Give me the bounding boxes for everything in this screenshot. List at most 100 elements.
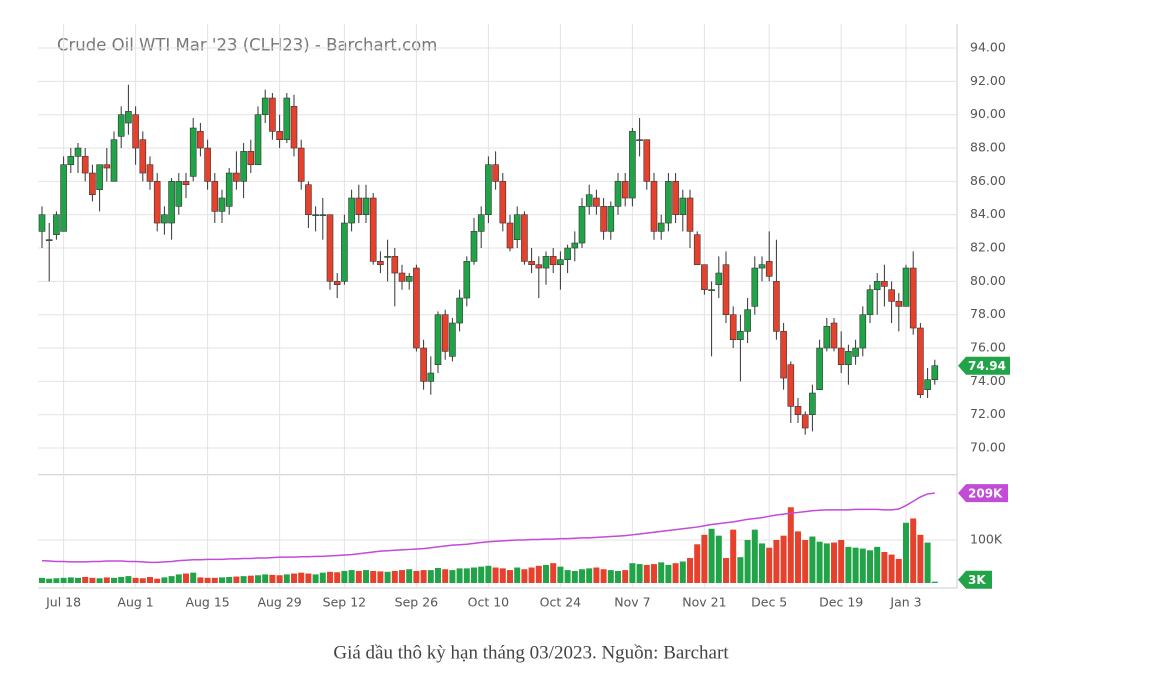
volume-bar (766, 547, 773, 583)
candle-body (585, 194, 593, 207)
volume-bar (795, 531, 801, 583)
volume-bar (463, 568, 470, 583)
x-tick-label: Aug 1 (117, 595, 153, 610)
candle-body (182, 181, 190, 186)
volume-bar (154, 578, 161, 583)
volume-bar (111, 577, 117, 583)
candle-body (247, 151, 255, 166)
volume-bar (579, 569, 585, 583)
volume-bar (701, 534, 708, 583)
candle-body (679, 197, 687, 216)
volume-bar (298, 572, 305, 583)
candle-body (917, 327, 924, 395)
volume-bar (370, 570, 377, 583)
candle-body (600, 206, 607, 232)
y-tick-label: 88.00 (970, 140, 1006, 155)
candle-body (146, 164, 154, 182)
last-volume-box (958, 570, 992, 589)
candle-body (549, 256, 557, 266)
candle-body (405, 276, 413, 282)
volume-bar (485, 565, 492, 583)
volume-bar (269, 574, 276, 583)
x-tick-label: Jul 18 (45, 595, 81, 610)
candle-body (427, 372, 435, 382)
candle-body (794, 406, 802, 416)
candle-body (434, 314, 442, 366)
volume-bar (348, 570, 355, 583)
candle-body (614, 181, 622, 207)
volume-bar (168, 576, 175, 583)
candle-body (341, 222, 348, 282)
candle-body (326, 214, 334, 282)
candle-body (362, 197, 370, 216)
volume-bar (190, 572, 197, 583)
candle-body (787, 364, 795, 407)
candle-body (420, 347, 427, 382)
candle-body (650, 181, 658, 232)
candle-body (391, 256, 399, 274)
x-tick-label: Dec 19 (819, 595, 863, 610)
candle-body (528, 261, 535, 266)
volume-bar (931, 581, 938, 583)
volume-bar (881, 552, 888, 583)
volume-bar (334, 572, 341, 583)
volume-bar (679, 561, 686, 583)
y-tick-label: 84.00 (970, 206, 1006, 221)
candle-body (931, 365, 939, 381)
volume-bar (715, 535, 722, 583)
volume-bar (593, 567, 600, 583)
candle-body (578, 206, 586, 244)
volume-bar (204, 577, 211, 583)
candle-body (153, 181, 161, 224)
candle-body (693, 234, 701, 265)
x-tick-label: Aug 15 (185, 595, 229, 610)
candle-body (89, 172, 96, 196)
volume-bar (96, 578, 103, 583)
candle-body (513, 214, 521, 240)
candle-body (38, 214, 46, 232)
volume-bar (773, 539, 780, 583)
volume-bar (823, 543, 830, 583)
volume-bar (53, 578, 60, 583)
last-volume-average-box (958, 484, 1008, 503)
candle-body (729, 314, 737, 341)
candle-body (564, 247, 571, 261)
y-tick-label: 74.00 (970, 373, 1006, 388)
candle-body (276, 131, 283, 141)
candle-body (449, 322, 456, 357)
volume-bar (255, 575, 261, 583)
candle-body (305, 184, 312, 215)
volume-bar (139, 578, 146, 583)
volume-bar (399, 570, 405, 583)
volume-bar (283, 574, 290, 583)
candle-body (384, 256, 391, 258)
candle-body (197, 131, 204, 149)
candle-body (161, 214, 168, 224)
volume-bar (147, 576, 153, 583)
candle-body (881, 281, 888, 287)
volume-bar (521, 569, 528, 583)
volume-bar (118, 576, 125, 583)
volume-bar (859, 548, 866, 583)
candle-body (909, 267, 917, 329)
volume-bar (658, 562, 665, 583)
volume-bar (759, 543, 765, 583)
candle-body (189, 127, 197, 177)
volume-bar (262, 574, 269, 583)
candle-body (801, 414, 809, 429)
x-tick-label: Sep 26 (395, 595, 438, 610)
volume-bar (600, 569, 607, 583)
volume-bar (874, 546, 881, 583)
candle-body (74, 147, 82, 157)
volume-bar (161, 577, 168, 583)
volume-bar (895, 558, 902, 583)
last-volume-average-label: 209K (968, 487, 1003, 501)
candle-body (492, 164, 499, 182)
candle-body (895, 301, 903, 307)
candle-body (261, 97, 269, 115)
candle-body (117, 114, 125, 137)
candle-body (319, 214, 327, 216)
candle-body (168, 181, 175, 224)
volume-bar (183, 573, 189, 583)
volume-bar (687, 558, 693, 583)
